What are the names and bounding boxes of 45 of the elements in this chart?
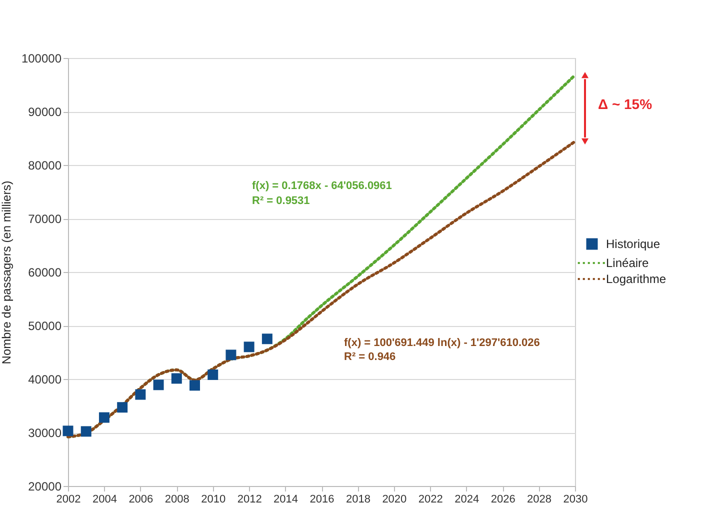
x-tick-label: 2018 [346,494,370,506]
y-axis-title: Nombre de passagers (en milliers) [0,180,14,364]
x-tick-label: 2008 [164,494,190,506]
y-tick-label: 40000 [28,372,62,386]
x-tick-label: 2026 [490,494,516,506]
point [135,389,146,400]
legend-label: Logarithme [606,272,666,286]
x-tick-label: 2014 [274,494,298,506]
y-tick-label: 90000 [28,105,62,119]
annotation: f(x) = 0.1768x - 64'056.0961 [252,180,392,192]
point [98,412,110,423]
y-tick-label: 100000 [21,52,62,66]
point [171,373,182,384]
point [80,426,92,437]
y-tick-label: 60000 [28,266,62,280]
point [117,402,128,413]
x-tick-label: 2002 [56,494,81,506]
annotation: f(x) = 100'691.449 ln(x) - 1'297'610.026 [344,337,540,349]
point [153,380,164,390]
x-tick-label: 2024 [454,494,480,506]
point [244,342,254,352]
legend-label: Linéaire [606,256,650,270]
y-tick-label: 80000 [28,158,62,172]
x-tick-label: 2004 [92,494,117,506]
y-tick-label: 20000 [28,480,62,494]
point [226,350,236,360]
y-tick-label: 50000 [28,319,62,333]
x-tick-label: 2022 [418,494,443,506]
x-tick-label: 2028 [527,494,552,506]
x-tick-label: 2020 [382,494,407,506]
x-tick-label: 2006 [128,494,154,506]
x-tick-label: 2030 [563,494,588,506]
point [62,426,74,436]
x-tick-label: 2016 [310,494,334,506]
point [190,380,200,391]
point [208,369,218,380]
x-tick-label: 2010 [201,494,226,506]
annotation: R² = 0.9531 [252,195,310,207]
y-tick-label: 70000 [28,212,62,226]
text: Δ ~ 15% [598,96,653,112]
x-tick-label: 2012 [237,494,262,506]
legend-label: Historique [606,237,660,251]
point [262,334,272,344]
y-tick-label: 30000 [28,426,62,440]
annotation: R² = 0.946 [344,351,396,363]
